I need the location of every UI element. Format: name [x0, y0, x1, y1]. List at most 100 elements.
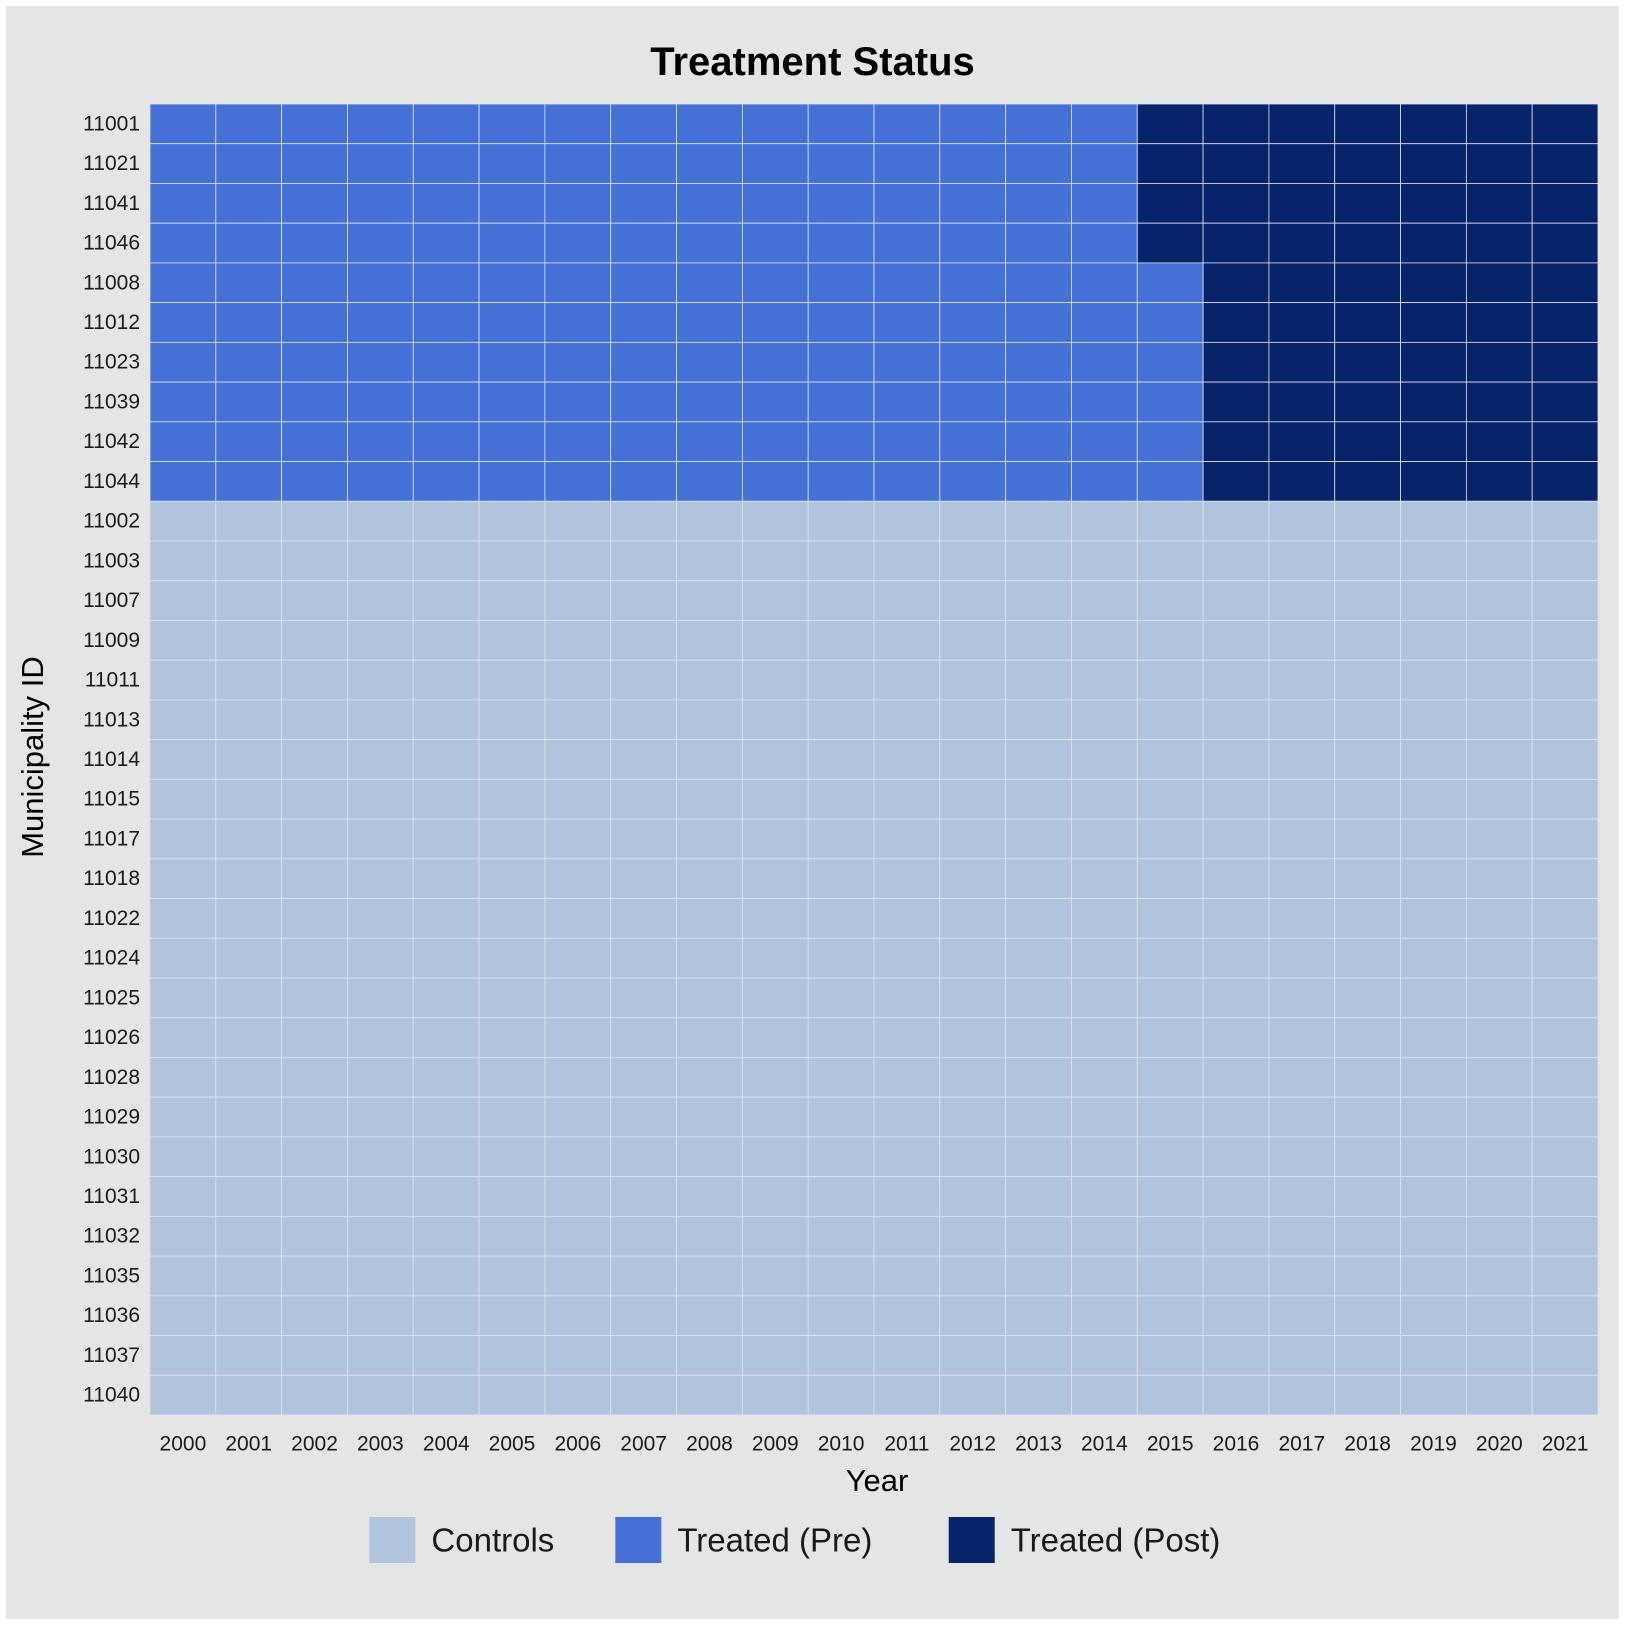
y-axis-title: Municipality ID: [15, 656, 50, 858]
heatmap-cell: [1268, 540, 1336, 582]
heatmap-cell: [1202, 262, 1270, 304]
heatmap-cell: [807, 818, 875, 860]
heatmap-cell: [149, 739, 217, 780]
heatmap-cell: [1005, 262, 1072, 304]
heatmap-cell: [215, 818, 283, 860]
heatmap-cell: [1071, 1017, 1138, 1058]
heatmap-cell: [1136, 778, 1204, 820]
heatmap-cell: [676, 1136, 743, 1178]
heatmap-cell: [939, 262, 1007, 304]
heatmap-cell: [149, 1136, 217, 1178]
y-tick-labels: 11001 11021 11041 11046 11008 11012 11023 11039…: [83, 112, 140, 1406]
heatmap-cell: [1136, 143, 1204, 184]
heatmap-cell: [149, 937, 217, 979]
heatmap-cell: [281, 500, 348, 542]
heatmap-cell: [1400, 302, 1467, 343]
heatmap-cell: [873, 302, 941, 343]
heatmap-cell: [412, 222, 480, 264]
y-tick-label: 11036: [83, 1304, 140, 1327]
heatmap-cell: [281, 580, 348, 621]
heatmap-cell: [807, 1335, 875, 1376]
heatmap-cell: [412, 778, 480, 820]
heatmap-cell: [939, 1057, 1007, 1098]
x-tick-label: 2014: [1081, 1433, 1128, 1456]
heatmap-cell: [807, 778, 875, 820]
heatmap-cell: [478, 898, 546, 939]
heatmap-cell: [1071, 1096, 1138, 1138]
heatmap-cell: [873, 1255, 941, 1297]
heatmap-cell: [741, 1215, 809, 1257]
heatmap-cell: [741, 143, 809, 184]
heatmap-cell: [610, 977, 677, 1019]
heatmap-cell: [939, 461, 1007, 502]
heatmap-cell: [741, 183, 809, 224]
heatmap-cell: [1071, 699, 1138, 741]
heatmap-cell: [347, 937, 414, 979]
heatmap-cell: [1005, 143, 1072, 184]
y-tick-label: 11039: [83, 390, 140, 413]
heatmap-cell: [1136, 1215, 1204, 1257]
heatmap-cell: [1202, 1374, 1270, 1416]
heatmap-cell: [939, 500, 1007, 542]
heatmap-cell: [873, 659, 941, 701]
heatmap-cell: [807, 858, 875, 899]
heatmap-cell: [1071, 183, 1138, 224]
heatmap-cell: [807, 302, 875, 343]
heatmap-cell: [807, 1057, 875, 1098]
heatmap-cell: [544, 620, 612, 661]
heatmap-cell: [1465, 1215, 1533, 1257]
heatmap-cell: [544, 103, 612, 145]
heatmap-cell: [478, 222, 546, 264]
heatmap-cell: [873, 1295, 941, 1336]
heatmap-cell: [149, 1096, 217, 1138]
heatmap-cell: [807, 222, 875, 264]
heatmap-cell: [281, 1215, 348, 1257]
heatmap-cell: [281, 421, 348, 462]
heatmap-cell: [1334, 739, 1401, 780]
heatmap-cell: [1136, 898, 1204, 939]
heatmap-cell: [873, 858, 941, 899]
heatmap-cell: [1465, 461, 1533, 502]
heatmap-cell: [1334, 421, 1401, 462]
heatmap-cell: [1334, 341, 1401, 383]
heatmap-cell: [1071, 1335, 1138, 1376]
heatmap-cell: [1071, 1057, 1138, 1098]
heatmap-cell: [412, 818, 480, 860]
heatmap-cell: [281, 818, 348, 860]
heatmap-cell: [412, 1215, 480, 1257]
heatmap-cell: [807, 1374, 875, 1416]
heatmap-cell: [1531, 580, 1599, 621]
heatmap-cell: [478, 183, 546, 224]
heatmap-cell: [347, 1295, 414, 1336]
heatmap-cell: [1334, 1255, 1401, 1297]
heatmap-cell: [1071, 937, 1138, 979]
heatmap-cell: [215, 898, 283, 939]
heatmap-cell: [1136, 262, 1204, 304]
heatmap-cell: [149, 699, 217, 741]
heatmap-cell: [478, 381, 546, 423]
heatmap-cell: [939, 1335, 1007, 1376]
heatmap-cell: [873, 103, 941, 145]
heatmap-cell: [1400, 1096, 1467, 1138]
heatmap-cell: [807, 540, 875, 582]
heatmap-cell: [610, 421, 677, 462]
heatmap-cell: [215, 302, 283, 343]
heatmap-cell: [939, 1096, 1007, 1138]
heatmap-cell: [610, 1176, 677, 1217]
heatmap-cell: [412, 1096, 480, 1138]
heatmap-cell: [873, 898, 941, 939]
heatmap-cell: [939, 818, 1007, 860]
heatmap-cell: [412, 898, 480, 939]
heatmap-cell: [741, 580, 809, 621]
heatmap-cell: [1465, 143, 1533, 184]
heatmap-cell: [215, 341, 283, 383]
heatmap-cell: [215, 500, 283, 542]
heatmap-cell: [1400, 183, 1467, 224]
heatmap-cell: [1202, 1215, 1270, 1257]
heatmap-cell: [676, 1335, 743, 1376]
heatmap-cell: [1268, 262, 1336, 304]
heatmap-cell: [1400, 341, 1467, 383]
heatmap-cell: [215, 1096, 283, 1138]
heatmap-cell: [1136, 1136, 1204, 1178]
y-tick-label: 11046: [83, 232, 140, 255]
